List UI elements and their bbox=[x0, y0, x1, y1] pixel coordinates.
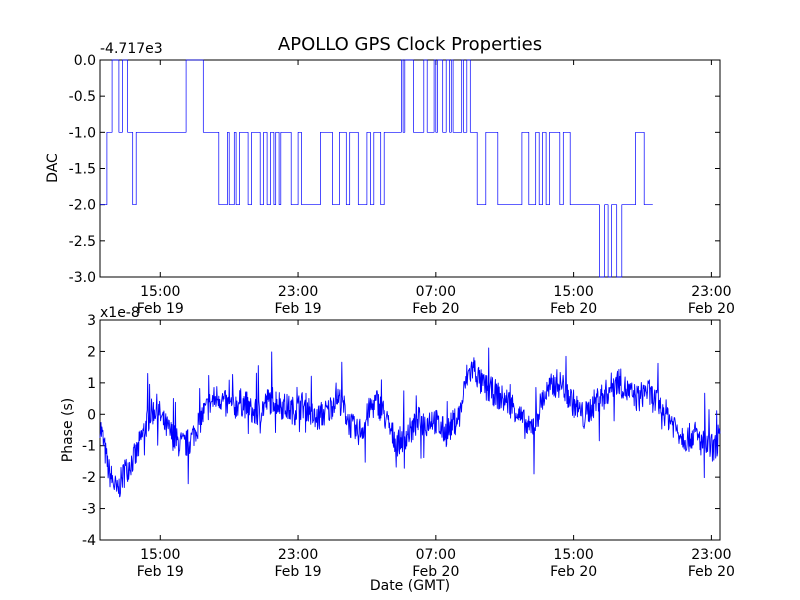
x-tick-date-label: Feb 19 bbox=[137, 564, 184, 580]
x-tick-time-label: 15:00 bbox=[140, 547, 180, 563]
phase-y-axis-label: Phase (s) bbox=[60, 398, 76, 462]
x-tick-date-label: Feb 20 bbox=[688, 564, 735, 580]
chart-title: APOLLO GPS Clock Properties bbox=[278, 34, 542, 55]
y-tick-label: 3 bbox=[87, 313, 96, 329]
x-tick-date-label: Feb 19 bbox=[137, 301, 184, 317]
x-tick-date-label: Feb 20 bbox=[688, 301, 735, 317]
x-tick-time-label: 23:00 bbox=[691, 284, 731, 300]
y-tick-label: -1.5 bbox=[69, 162, 96, 178]
x-tick-time-label: 07:00 bbox=[416, 547, 456, 563]
x-tick-time-label: 23:00 bbox=[691, 547, 731, 563]
y-tick-label: 1 bbox=[87, 376, 96, 392]
x-tick-time-label: 07:00 bbox=[416, 284, 456, 300]
dac-series-line bbox=[100, 59, 653, 278]
x-tick-date-label: Feb 20 bbox=[550, 301, 597, 317]
x-tick-time-label: 23:00 bbox=[278, 547, 318, 563]
y-tick-label: 0 bbox=[87, 407, 96, 423]
x-tick-time-label: 23:00 bbox=[278, 284, 318, 300]
x-tick-date-label: Feb 19 bbox=[275, 301, 322, 317]
y-tick-label: -1.0 bbox=[69, 125, 96, 141]
x-axis-label: Date (GMT) bbox=[370, 578, 450, 594]
y-tick-label: -3 bbox=[82, 502, 96, 518]
y-tick-label: -2.0 bbox=[69, 198, 96, 214]
y-tick-label: -0.5 bbox=[69, 89, 96, 105]
x-tick-time-label: 15:00 bbox=[553, 284, 593, 300]
x-tick-time-label: 15:00 bbox=[140, 284, 180, 300]
x-tick-time-label: 15:00 bbox=[553, 547, 593, 563]
y-tick-label: 2 bbox=[87, 344, 96, 360]
y-tick-label: -2.5 bbox=[69, 234, 96, 250]
y-tick-label: -3.0 bbox=[69, 270, 96, 286]
y-tick-label: -1 bbox=[82, 439, 96, 455]
x-tick-date-label: Feb 20 bbox=[412, 301, 459, 317]
dac-offset-label: -4.717e3 bbox=[100, 41, 163, 57]
phase-series-line bbox=[99, 347, 721, 498]
x-tick-date-label: Feb 20 bbox=[412, 564, 459, 580]
x-tick-date-label: Feb 20 bbox=[550, 564, 597, 580]
dac-y-axis-label: DAC bbox=[45, 153, 61, 183]
y-tick-label: -4 bbox=[82, 533, 96, 549]
y-tick-label: 0.0 bbox=[74, 53, 96, 69]
y-tick-label: -2 bbox=[82, 470, 96, 486]
x-tick-date-label: Feb 19 bbox=[275, 564, 322, 580]
phase-offset-label: x1e-8 bbox=[100, 305, 140, 321]
